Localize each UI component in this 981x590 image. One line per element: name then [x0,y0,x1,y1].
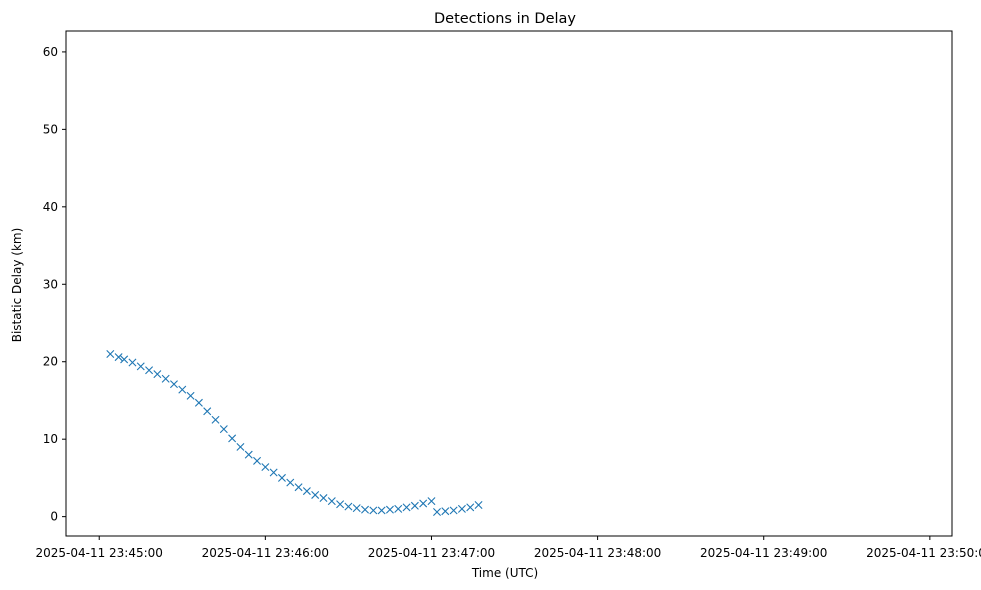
data-point [302,487,311,496]
data-point [253,456,262,465]
x-axis-ticks: 2025-04-11 23:45:00 2025-04-11 23:46:00 20… [35,536,981,560]
data-point [114,353,123,362]
data-point [344,502,353,511]
x-tick-label: 2025-04-11 23:49:00 [700,546,827,560]
data-point [261,463,270,472]
data-points [106,349,483,516]
data-point [128,358,137,367]
x-tick-label: 2025-04-11 23:45:00 [35,546,162,560]
data-point [286,478,295,487]
data-point [136,362,145,371]
data-point [269,468,278,477]
data-point [277,473,286,482]
data-point [203,407,212,416]
data-point [153,370,162,379]
data-point [369,506,378,515]
data-point [336,500,345,509]
data-point [178,385,187,394]
data-point [211,415,220,424]
y-tick-label: 30 [43,277,58,291]
x-axis-label: Time (UTC) [471,566,538,580]
data-point [169,380,178,389]
data-point [145,366,154,375]
data-point [327,497,336,506]
x-tick-label: 2025-04-11 23:46:00 [202,546,329,560]
chart-title: Detections in Delay [434,11,576,27]
data-point [186,391,195,400]
plot-frame [65,30,953,537]
data-point [433,508,442,516]
data-point [385,505,394,514]
data-point [441,507,450,516]
y-tick-label: 60 [43,45,58,59]
data-point [449,506,458,515]
data-point [294,483,303,492]
x-tick-label: 2025-04-11 23:50:00 [866,546,981,560]
data-point [457,504,466,513]
y-tick-label: 0 [50,510,58,524]
data-point [120,355,129,364]
data-point [236,442,245,451]
data-point [419,499,428,508]
data-point [161,374,170,383]
data-point [410,501,419,510]
data-point [219,425,228,434]
data-point [244,450,253,459]
y-tick-label: 10 [43,432,58,446]
data-point [402,503,411,512]
data-point [377,506,386,515]
data-point [474,501,483,510]
data-point [194,398,203,407]
data-point [319,494,328,503]
y-tick-label: 40 [43,200,58,214]
y-tick-label: 20 [43,355,58,369]
y-axis-ticks: 0 10 20 30 40 50 60 [43,45,66,524]
y-tick-label: 50 [43,122,58,136]
y-axis-label: Bistatic Delay (km) [10,228,24,343]
x-tick-label: 2025-04-11 23:48:00 [534,546,661,560]
data-point [352,504,361,513]
x-tick-label: 2025-04-11 23:47:00 [368,546,495,560]
data-point [466,503,475,512]
data-point [427,497,436,506]
data-point [361,505,370,514]
data-point [106,349,115,358]
data-point [228,434,237,443]
data-point [394,504,403,513]
data-point [311,490,320,499]
